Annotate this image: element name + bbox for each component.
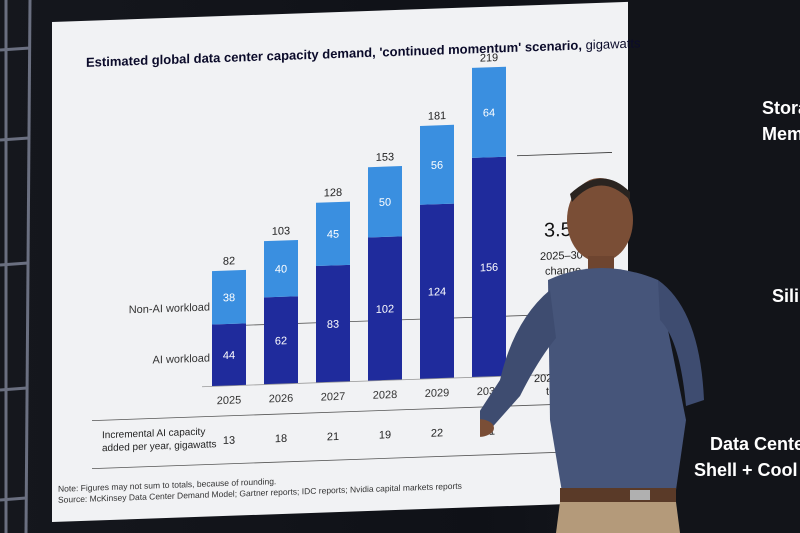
- side-label-storage: Stora: [762, 98, 800, 118]
- incremental-values-group: 131821192231: [223, 426, 495, 448]
- side-label-silicon: Sili: [772, 286, 800, 306]
- baseline: [202, 372, 612, 388]
- bars-group: 44 38 82 2025 62 40 103 2026 83 45 128 2027 102 50 153…: [212, 52, 506, 407]
- x-axis-tick-label: 2028: [373, 389, 397, 402]
- x-axis-tick-label: 2027: [321, 391, 345, 404]
- presentation-slide: Estimated global data center capacity de…: [52, 1, 641, 523]
- x-axis-tick-label: 2025: [217, 394, 241, 407]
- legend-non-ai-workload: Non-AI workload: [129, 301, 210, 316]
- side-label-data-center: Data Cente: [710, 434, 800, 454]
- lighting-truss: [0, 0, 32, 533]
- bar-segment: [264, 296, 298, 385]
- bar-segment: [420, 124, 454, 205]
- bar-segment: [420, 203, 454, 380]
- incremental-value: 21: [327, 431, 339, 443]
- x-axis-tick-label: 2029: [425, 387, 449, 400]
- callout-line1: 2025–30: [540, 249, 583, 262]
- bar-value-label: 83: [327, 319, 339, 331]
- bar-segment: [368, 236, 402, 381]
- table-divider-top: [92, 402, 612, 422]
- bar-segment: [316, 201, 350, 267]
- side-label-shell-cool: Shell + Cool: [694, 460, 798, 480]
- incremental-label-line1: Incremental AI capacity: [102, 427, 205, 442]
- table-divider-bottom: [92, 450, 612, 470]
- incremental-value: 18: [275, 433, 287, 445]
- bar-total-label: 153: [376, 151, 394, 164]
- bar-segment: [264, 239, 298, 298]
- x-axis-tick-label: 2026: [269, 393, 293, 406]
- bar-value-label: 38: [223, 292, 235, 304]
- bar-segment: [472, 156, 506, 378]
- incremental-value: 13: [223, 435, 235, 447]
- bar-value-label: 102: [376, 303, 394, 316]
- bar-total-label: 181: [428, 110, 446, 123]
- side-label-memory: Mem: [762, 124, 800, 144]
- legend-ai-workload: AI workload: [153, 352, 210, 366]
- incremental-value: 22: [431, 427, 443, 439]
- bar-total-label: 103: [272, 225, 290, 238]
- bar-segment: [472, 66, 506, 158]
- callout-line: [517, 152, 612, 157]
- bar-segment: [212, 323, 246, 387]
- bar-value-label: 124: [428, 286, 446, 299]
- presenter: [480, 178, 704, 533]
- bar-segment: [212, 269, 246, 325]
- incremental-label-line2: added per year, gigawatts: [102, 439, 216, 454]
- bar-value-label: 64: [483, 107, 495, 119]
- callout-bottom1: 202: [534, 373, 552, 386]
- bar-total-label: 219: [480, 52, 498, 65]
- bar-value-label: 156: [480, 262, 498, 275]
- bar-value-label: 62: [275, 335, 287, 347]
- bar-segment: [316, 264, 350, 383]
- stacked-bar-chart: Non-AI workload AI workload 443882202562…: [92, 52, 612, 470]
- bar-value-label: 56: [431, 160, 443, 172]
- bar-value-label: 45: [327, 229, 339, 241]
- bar-value-label: 40: [275, 263, 287, 275]
- bar-value-label: 44: [223, 350, 235, 362]
- bar-total-label: 128: [324, 187, 342, 200]
- incremental-value: 19: [379, 429, 391, 441]
- bar-total-label: 82: [223, 255, 235, 267]
- bar-value-label: 50: [379, 197, 391, 209]
- bar-segment: [368, 166, 402, 238]
- callout-value: 3.5: [544, 219, 572, 242]
